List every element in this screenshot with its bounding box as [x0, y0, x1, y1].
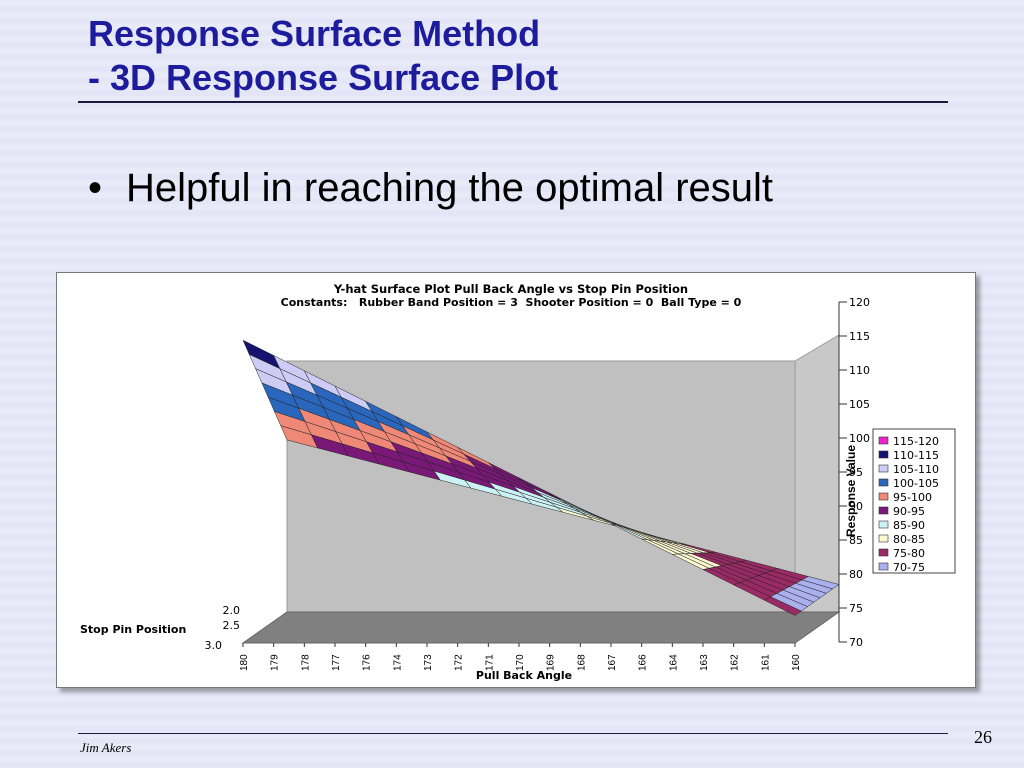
depth-tick-label: 2.0	[223, 604, 241, 617]
z-tick-label: 115	[849, 330, 870, 343]
legend-swatch	[878, 548, 889, 557]
z-tick-label: 100	[849, 432, 870, 445]
legend-swatch	[878, 506, 889, 515]
floor	[241, 611, 841, 644]
depth-tick-label: 2.5	[223, 619, 241, 632]
x-tick-label: 179	[270, 654, 281, 671]
x-tick-label: 176	[362, 654, 373, 671]
legend-label: 90-95	[893, 505, 925, 518]
legend-swatch	[878, 478, 889, 487]
depth-axis-title: Stop Pin Position	[80, 623, 186, 636]
legend-label: 105-110	[893, 463, 939, 476]
x-tick-label: 178	[300, 654, 311, 671]
side-wall	[794, 334, 840, 613]
legend-label: 110-115	[893, 449, 939, 462]
depth-axis: 2.0 2.53.0	[205, 604, 241, 652]
legend-label: 115-120	[893, 435, 939, 448]
z-tick-label: 75	[849, 602, 863, 615]
legend-swatch	[878, 534, 889, 543]
x-tick-label: 161	[760, 654, 771, 671]
x-tick-label: 171	[484, 654, 495, 671]
x-tick-label: 168	[576, 654, 587, 671]
x-tick-label: 170	[515, 654, 526, 671]
response-surface	[242, 339, 840, 616]
bullet-text: Helpful in reaching the optimal result	[126, 166, 774, 210]
title-line-2: - 3D Response Surface Plot	[88, 57, 559, 98]
bullet-item: • Helpful in reaching the optimal result	[88, 166, 773, 211]
legend-label: 85-90	[893, 519, 925, 532]
z-tick-label: 70	[849, 636, 863, 649]
x-axis-title: Pull Back Angle	[476, 669, 572, 682]
legend-swatch	[878, 436, 889, 445]
chart-title: Y-hat Surface Plot Pull Back Angle vs St…	[333, 282, 688, 296]
x-tick-label: 162	[730, 654, 741, 671]
chart-legend: 115-120110-115105-110100-10595-10090-958…	[872, 428, 956, 574]
x-tick-label: 163	[699, 654, 710, 671]
page-number: 26	[974, 727, 992, 747]
chart-walls	[241, 334, 841, 644]
footer-divider	[78, 733, 948, 734]
legend-swatch	[878, 464, 889, 473]
x-tick-label: 180	[239, 654, 250, 671]
x-tick-label: 177	[331, 654, 342, 671]
z-tick-label: 110	[849, 364, 870, 377]
x-tick-label: 167	[607, 654, 618, 671]
x-tick-label: 166	[638, 654, 649, 671]
legend-swatch	[878, 562, 889, 571]
title-divider	[78, 101, 948, 103]
legend-label: 70-75	[893, 561, 925, 574]
legend-swatch	[878, 450, 889, 459]
title-line-1: Response Surface Method	[88, 13, 541, 54]
z-tick-label: 105	[849, 398, 870, 411]
x-tick-label: 164	[668, 654, 679, 671]
bullet-dot-icon: •	[88, 166, 103, 210]
legend-swatch	[878, 520, 889, 529]
legend-label: 80-85	[893, 533, 925, 546]
x-tick-label: 174	[392, 654, 403, 671]
x-tick-label: 169	[546, 654, 557, 671]
z-tick-label: 80	[849, 568, 863, 581]
z-tick-label: 120	[849, 296, 870, 309]
slide-title: Response Surface Method - 3D Response Su…	[88, 12, 558, 100]
legend-label: 95-100	[893, 491, 932, 504]
x-tick-label: 172	[454, 654, 465, 671]
z-tick-label: 95	[849, 466, 863, 479]
z-axis: 70 75 80 85 90 95 100 105 110 115 120	[838, 296, 870, 649]
x-tick-label: 160	[791, 654, 802, 671]
x-axis: 180 179 178 177 176 174 173 172 171 170 169 168 167 1…	[239, 643, 802, 671]
depth-tick-label: 3.0	[205, 639, 223, 652]
z-tick-label: 85	[849, 534, 863, 547]
legend-label: 100-105	[893, 477, 939, 490]
z-tick-label: 90	[849, 500, 863, 513]
chart-subtitle: Constants: Rubber Band Position = 3 Shoo…	[281, 296, 742, 309]
legend-swatch	[878, 492, 889, 501]
author-name: Jim Akers	[80, 740, 132, 755]
z-axis-title: Response Value	[844, 445, 858, 537]
surface-chart-svg: Y-hat Surface Plot Pull Back Angle vs St…	[80, 282, 956, 682]
legend-label: 75-80	[893, 547, 925, 560]
x-tick-label: 173	[423, 654, 434, 671]
surface-chart: Y-hat Surface Plot Pull Back Angle vs St…	[56, 272, 976, 688]
